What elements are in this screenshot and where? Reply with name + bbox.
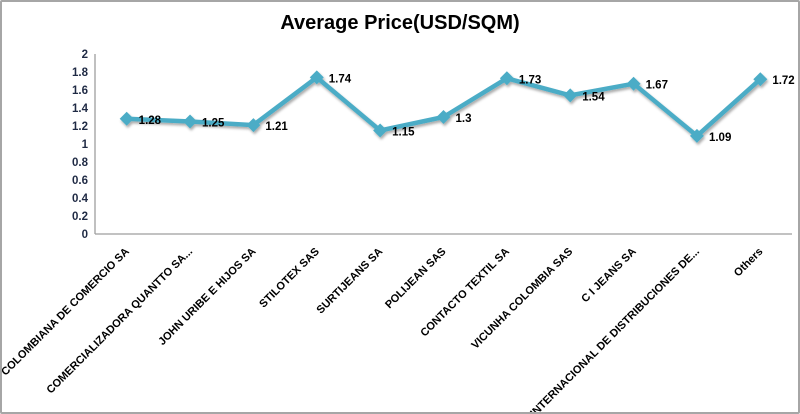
data-label: 1.73 [519, 74, 541, 86]
category-label: COMERCIALIZADORA QUANTTO SA... [45, 246, 196, 397]
price-series [119, 70, 768, 143]
y-tick-label: 2 [82, 49, 88, 61]
category-label: COLOMBIANA DE COMERCIO SA [2, 246, 132, 379]
data-point-marker [309, 70, 324, 85]
y-tick-label: 0.2 [72, 211, 88, 223]
y-tick-label: 1 [82, 139, 89, 151]
data-label: 1.25 [202, 118, 225, 130]
data-point-marker [246, 118, 261, 133]
category-label: Others [732, 246, 766, 280]
category-label: VICUNHA COLOMBIA SAS [469, 246, 575, 352]
y-tick-label: 0 [82, 229, 88, 241]
y-tick-label: 1.2 [72, 121, 88, 133]
y-axis-tick-labels: 0 0.2 0.4 0.6 0.8 1 1.2 1.4 1.6 1.8 2 [72, 49, 89, 241]
data-label: 1.54 [582, 91, 605, 103]
data-labels: 1.28 1.25 1.21 1.74 1.15 1.3 1.73 1.54 1.67 1.09 1… [139, 73, 795, 143]
data-point-marker [183, 114, 198, 129]
data-label: 1.74 [329, 73, 352, 85]
data-point-marker [373, 123, 388, 138]
data-label: 1.67 [646, 80, 668, 92]
category-label: STILOTEX SAS [257, 246, 322, 311]
data-point-marker [563, 88, 578, 103]
data-point-marker [753, 72, 768, 87]
category-label: POLIJEAN SAS [383, 246, 449, 312]
data-point-marker [499, 71, 514, 86]
data-label: 1.15 [392, 127, 415, 139]
y-tick-label: 1.6 [72, 85, 88, 97]
y-tick-label: 0.6 [72, 175, 88, 187]
category-label: C I JEANS SA [579, 246, 639, 306]
data-point-marker [119, 111, 134, 126]
y-tick-label: 1.4 [72, 103, 89, 115]
category-label: SURTIJEANS SA [315, 246, 386, 317]
chart-title: Average Price(USD/SQM) [280, 12, 520, 34]
data-label: 1.09 [709, 132, 731, 144]
data-label: 1.72 [772, 75, 794, 87]
y-tick-label: 0.4 [72, 193, 89, 205]
axes [94, 54, 792, 235]
y-tick-label: 1.8 [72, 67, 89, 79]
category-labels: COLOMBIANA DE COMERCIO SACOMERCIALIZADOR… [2, 246, 766, 412]
data-point-marker [689, 128, 704, 143]
y-tick-label: 0.8 [72, 157, 89, 169]
data-point-marker [626, 76, 641, 91]
data-label: 1.21 [265, 121, 288, 133]
data-point-marker [436, 110, 451, 124]
data-label: 1.3 [456, 113, 472, 125]
data-label: 1.28 [139, 115, 162, 127]
